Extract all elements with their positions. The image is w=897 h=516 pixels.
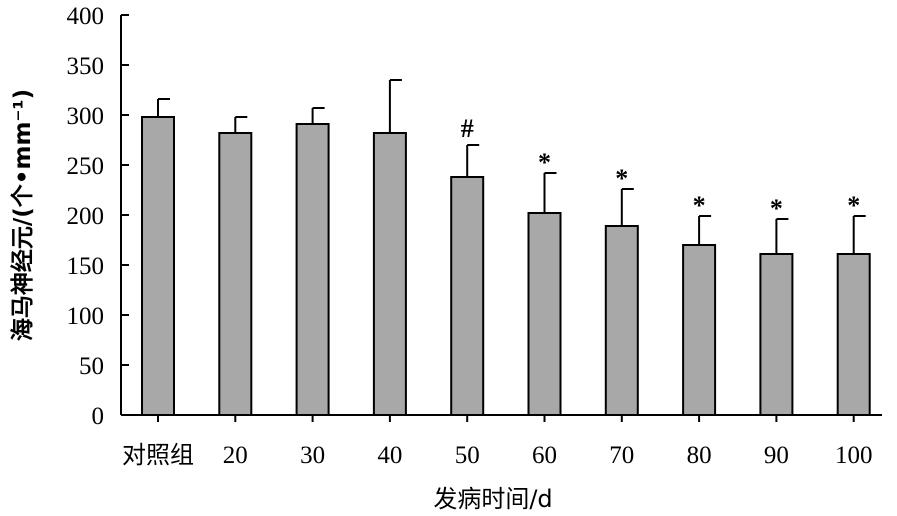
y-axis-label: 海马神经元/(个•mm⁻¹)	[9, 89, 36, 341]
x-tick-label: 60	[532, 442, 557, 469]
bar	[604, 225, 639, 416]
significance-marker: *	[770, 194, 783, 223]
bar	[527, 212, 562, 416]
x-tick-label: 50	[455, 442, 480, 469]
significance-marker: *	[847, 191, 860, 220]
y-tick-label: 250	[67, 153, 105, 180]
y-tick-label: 300	[67, 103, 105, 130]
y-tick-label: 200	[67, 203, 105, 230]
x-axis-label: 发病时间/d	[433, 485, 552, 513]
x-tick-label: 80	[687, 442, 712, 469]
x-tick-label: 30	[300, 442, 325, 469]
x-tick-label: 90	[764, 442, 789, 469]
x-tick-label: 对照组	[122, 441, 194, 469]
y-tick-label: 50	[79, 353, 104, 380]
x-tick-label: 70	[609, 442, 634, 469]
bar	[372, 132, 407, 416]
bar	[295, 123, 330, 416]
significance-marker: *	[538, 148, 551, 177]
y-tick-label: 100	[67, 303, 105, 330]
x-tick-label: 100	[835, 442, 873, 469]
bar	[141, 116, 175, 416]
y-ticks: 0 50 100 150 200 250 300 350 400	[67, 3, 129, 430]
bar	[682, 244, 717, 416]
annotations: # * * * * *	[461, 114, 861, 223]
significance-marker: *	[615, 164, 628, 193]
bar	[759, 253, 794, 416]
x-ticks: 对照组 20 30 40 50 60 70 80 90 100	[122, 415, 872, 469]
significance-marker: *	[693, 191, 706, 220]
y-tick-label: 400	[67, 3, 105, 30]
bars	[141, 116, 871, 416]
y-tick-label: 150	[67, 253, 105, 280]
bar	[450, 176, 485, 416]
x-tick-label: 40	[377, 442, 402, 469]
y-tick-label: 350	[67, 53, 105, 80]
error-bars	[157, 79, 866, 254]
bar	[836, 253, 871, 416]
x-tick-label: 20	[223, 442, 248, 469]
y-tick-label: 0	[92, 403, 105, 430]
bar	[218, 132, 253, 416]
significance-marker: #	[461, 114, 474, 143]
